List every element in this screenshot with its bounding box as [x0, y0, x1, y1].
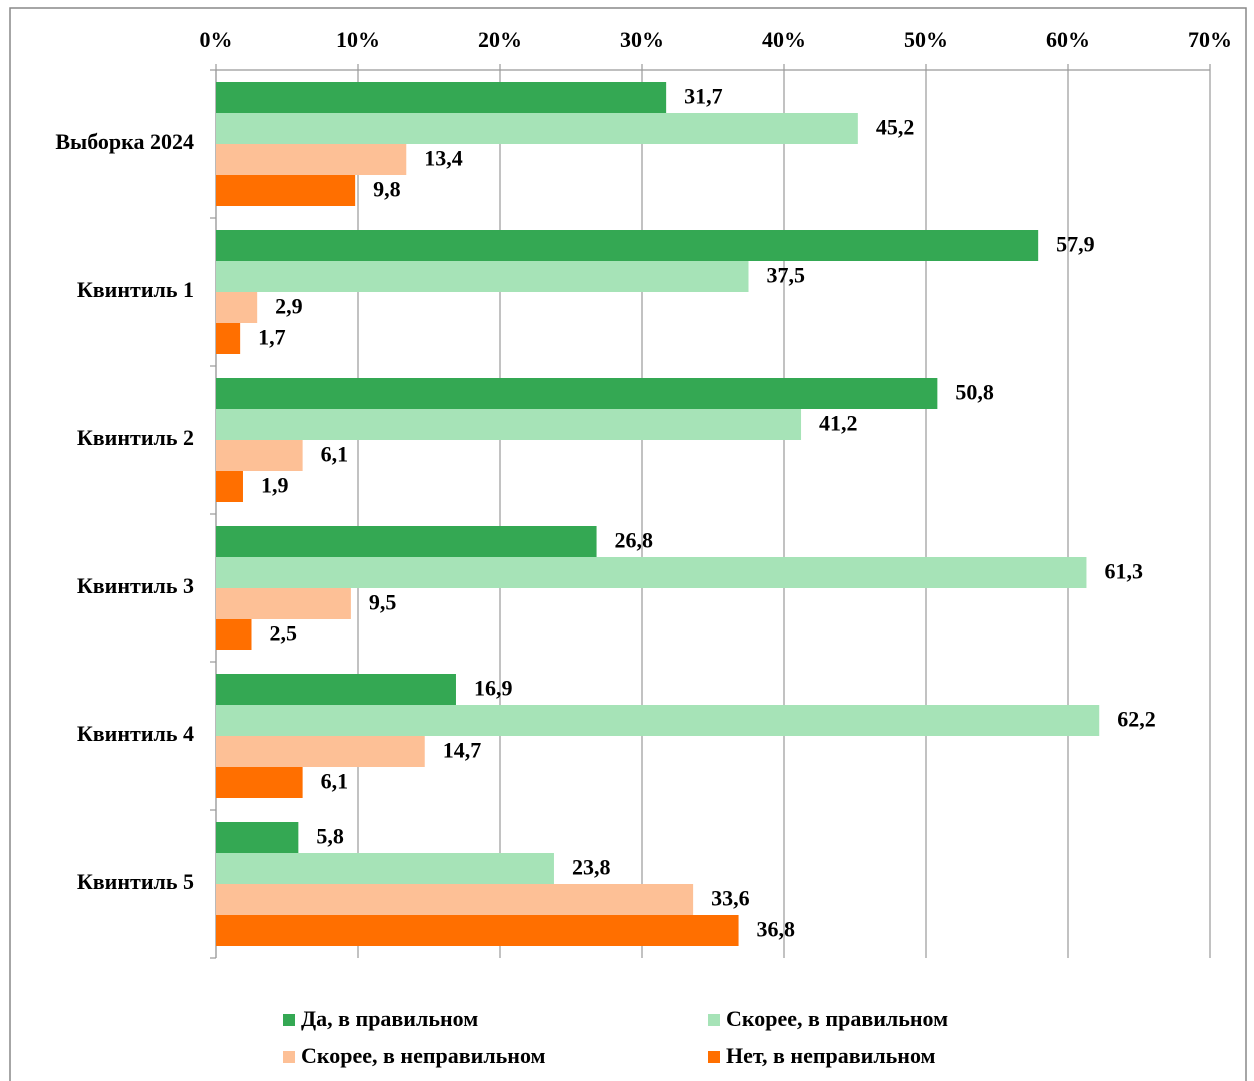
bar [216, 557, 1087, 588]
x-tick-label: 30% [620, 27, 664, 52]
bar [216, 767, 303, 798]
data-label: 14,7 [443, 738, 482, 763]
legend-swatch [708, 1051, 720, 1063]
data-label: 37,5 [767, 263, 806, 288]
legend-label: Нет, в неправильном [726, 1043, 936, 1068]
bar [216, 323, 241, 354]
data-label: 6,1 [321, 769, 349, 794]
bar [216, 144, 407, 175]
y-tick-label: Квинтиль 2 [77, 425, 194, 450]
data-label: 1,7 [258, 325, 286, 350]
bar [216, 175, 356, 206]
x-tick-label: 40% [762, 27, 806, 52]
data-label: 36,8 [757, 917, 796, 942]
data-label: 23,8 [572, 855, 611, 880]
x-tick-label: 60% [1046, 27, 1090, 52]
y-tick-label: Квинтиль 3 [77, 573, 194, 598]
y-tick-label: Выборка 2024 [55, 129, 194, 154]
legend-label: Скорее, в неправильном [301, 1043, 546, 1068]
bar [216, 588, 351, 619]
data-label: 6,1 [321, 442, 349, 467]
legend-swatch [283, 1051, 295, 1063]
bar [216, 82, 667, 113]
data-label: 45,2 [876, 115, 915, 140]
data-label: 2,9 [275, 294, 303, 319]
data-label: 5,8 [316, 824, 344, 849]
y-tick-label: Квинтиль 1 [77, 277, 194, 302]
x-tick-label: 0% [200, 27, 233, 52]
legend-swatch [708, 1014, 720, 1026]
data-label: 33,6 [711, 886, 750, 911]
bar [216, 619, 252, 650]
bar [216, 705, 1100, 736]
bar [216, 853, 554, 884]
bar [216, 261, 749, 292]
y-tick-label: Квинтиль 4 [77, 721, 194, 746]
data-label: 1,9 [261, 473, 289, 498]
x-tick-label: 50% [904, 27, 948, 52]
legend-label: Скорее, в правильном [726, 1006, 948, 1031]
bar [216, 674, 456, 705]
bar [216, 440, 303, 471]
data-label: 26,8 [615, 528, 654, 553]
legend-label: Да, в правильном [301, 1006, 478, 1031]
bar [216, 471, 243, 502]
bar [216, 884, 694, 915]
bar [216, 230, 1039, 261]
data-label: 2,5 [270, 621, 298, 646]
bar [216, 409, 802, 440]
y-tick-label: Квинтиль 5 [77, 869, 194, 894]
data-label: 13,4 [424, 146, 463, 171]
bar [216, 292, 258, 323]
bar [216, 915, 739, 946]
data-label: 41,2 [819, 411, 858, 436]
data-label: 16,9 [474, 676, 512, 701]
data-label: 57,9 [1056, 232, 1095, 257]
x-tick-label: 10% [336, 27, 380, 52]
data-label: 9,8 [373, 177, 401, 202]
legend-swatch [283, 1014, 295, 1026]
data-label: 50,8 [955, 380, 994, 405]
data-label: 9,5 [369, 590, 397, 615]
data-label: 31,7 [684, 84, 723, 109]
bar [216, 378, 938, 409]
bar [216, 113, 858, 144]
x-tick-label: 70% [1188, 27, 1232, 52]
bar [216, 526, 597, 557]
x-tick-label: 20% [478, 27, 522, 52]
data-label: 62,2 [1117, 707, 1156, 732]
data-label: 61,3 [1104, 559, 1143, 584]
bar [216, 822, 299, 853]
bar [216, 736, 425, 767]
